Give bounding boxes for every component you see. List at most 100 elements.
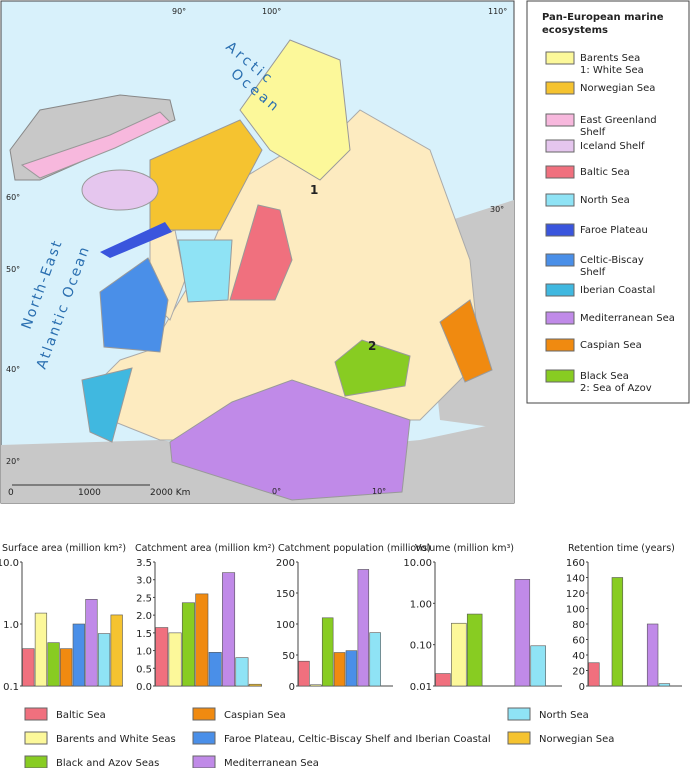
legend-label: North Sea	[539, 710, 589, 721]
legend-title: Pan-European marine	[542, 12, 664, 23]
y-tick-label: 140	[566, 574, 585, 585]
graticule-label: 0°	[272, 487, 281, 496]
legend-swatch	[545, 253, 575, 267]
mediterranean-sea	[169, 379, 411, 501]
legend-swatch	[545, 338, 575, 352]
bar	[310, 684, 322, 687]
legend-swatch	[545, 139, 575, 153]
bar	[85, 599, 98, 687]
legend-swatch	[507, 731, 531, 745]
y-tick-label: 0	[289, 682, 295, 693]
graticule-label: 30°	[490, 205, 504, 214]
bar	[110, 614, 123, 687]
y-tick-label: 120	[566, 589, 585, 600]
y-tick-label: 3.5	[136, 558, 152, 569]
graticule-label: 10°	[372, 487, 386, 496]
legend-swatch	[24, 707, 48, 721]
legend-label: Baltic Sea	[56, 710, 106, 721]
legend-swatch	[192, 707, 216, 721]
y-tick-label: 0.1	[3, 682, 19, 693]
caspian-sea	[439, 299, 493, 383]
bar	[72, 623, 85, 687]
bar	[60, 648, 73, 687]
black-sea	[334, 339, 411, 397]
graticule-label: 110°	[488, 7, 507, 16]
y-tick-label: 200	[276, 558, 295, 569]
legend-label: Faroe Plateau, Celtic-Biscay Shelf and I…	[224, 734, 491, 745]
bar	[369, 632, 381, 687]
faroe-plateau	[100, 222, 172, 258]
legend-swatch	[545, 369, 575, 383]
bar	[588, 662, 600, 687]
marker-label: 2	[368, 339, 376, 353]
bar	[466, 613, 483, 687]
legend-swatch	[545, 51, 575, 65]
legend-label: Barents and White Seas	[56, 734, 176, 745]
legend-swatch	[192, 731, 216, 745]
bar	[235, 657, 249, 687]
legend-label: Shelf	[580, 267, 606, 278]
bar	[168, 632, 182, 687]
legend-label: East Greenland	[580, 115, 657, 126]
legend-label: Barents Sea	[580, 53, 640, 64]
chart-title: Volume (million km³)	[415, 543, 514, 554]
legend-swatch	[545, 311, 575, 325]
legend-title: ecosystems	[542, 25, 608, 36]
legend-swatch	[507, 707, 531, 721]
bar	[514, 579, 531, 687]
map: Arctic Ocean North-East Atlantic Ocean 1…	[0, 0, 515, 504]
east-greenland-shelf	[20, 111, 171, 179]
y-tick-label: 1.5	[136, 629, 152, 640]
legend-swatch	[545, 283, 575, 297]
bar	[321, 617, 334, 687]
legend-label: North Sea	[580, 195, 630, 206]
y-tick-label: 0.5	[136, 664, 152, 675]
bar	[530, 645, 546, 687]
chart-title: Catchment population (millions)	[278, 543, 431, 554]
iberian-coastal	[81, 367, 133, 443]
legend-label: Iceland Shelf	[580, 141, 645, 152]
bar	[435, 673, 451, 687]
bar	[345, 650, 358, 687]
y-tick-label: 60	[572, 636, 585, 647]
bar	[248, 683, 262, 687]
legend-label: 2: Sea of Azov	[580, 383, 652, 394]
legend-label: Iberian Coastal	[580, 285, 655, 296]
iceland-shelf	[81, 169, 159, 211]
bar	[646, 623, 659, 687]
bar	[97, 633, 111, 687]
graticule-label: 20°	[6, 457, 20, 466]
y-tick-label: 0.0	[136, 682, 152, 693]
legend-label: Faroe Plateau	[580, 225, 648, 236]
legend-swatch	[545, 113, 575, 127]
bar	[155, 627, 169, 687]
bar	[333, 652, 346, 687]
scale-label: 0	[8, 488, 14, 498]
baltic-sea	[229, 204, 293, 301]
bar	[34, 612, 48, 687]
legend-label: Celtic-Biscay	[580, 255, 644, 266]
graticule-label: 50°	[6, 265, 20, 274]
legend-label: 1: White Sea	[580, 65, 644, 76]
bar	[298, 660, 310, 687]
legend-label: Caspian Sea	[224, 710, 286, 721]
legend-label: Mediterranean Sea	[224, 758, 319, 768]
legend-label: Shelf	[580, 127, 606, 138]
y-tick-label: 150	[276, 589, 295, 600]
y-tick-label: 1.0	[136, 647, 152, 658]
celtic-biscay-shelf	[99, 257, 169, 353]
legend-label: Norwegian Sea	[580, 83, 655, 94]
legend-swatch	[545, 223, 575, 237]
y-tick-label: 50	[282, 651, 295, 662]
bar	[181, 602, 195, 687]
y-tick-label: 0	[579, 682, 585, 693]
legend-swatch	[192, 755, 216, 769]
y-tick-label: 20	[572, 667, 585, 678]
y-tick-label: 2.5	[136, 593, 152, 604]
bar	[22, 648, 35, 687]
y-tick-label: 40	[572, 651, 585, 662]
bar	[47, 642, 60, 687]
barents-sea	[239, 39, 351, 181]
y-tick-label: 10.00	[403, 558, 432, 569]
y-tick-label: 0.01	[410, 682, 432, 693]
